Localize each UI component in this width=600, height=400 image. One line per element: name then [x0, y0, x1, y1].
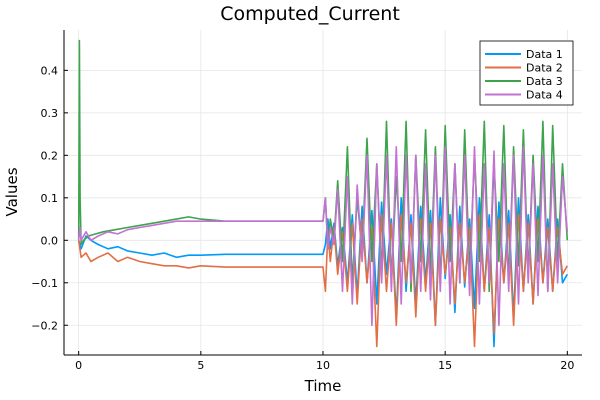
y-ticks: −0.2 −0.1 0.0 0.1 0.2 0.3 0.4: [31, 64, 68, 332]
legend-label-data-4: Data 4: [526, 89, 563, 102]
y-tick-label: −0.1: [31, 277, 58, 290]
x-axis-label: Time: [304, 377, 342, 395]
y-tick-label: −0.2: [31, 319, 58, 332]
x-tick-label: 5: [197, 359, 204, 372]
grid: [64, 30, 582, 355]
legend-label-data-1: Data 1: [526, 48, 563, 61]
y-tick-label: 0.1: [41, 192, 59, 205]
chart-title: Computed_Current: [220, 3, 400, 25]
legend-label-data-3: Data 3: [526, 75, 563, 88]
x-tick-label: 10: [316, 359, 330, 372]
y-tick-label: 0.2: [41, 149, 59, 162]
x-ticks: 0 5 10 15 20: [75, 351, 574, 372]
series-line-data-4: [77, 146, 569, 327]
y-tick-label: 0.4: [41, 64, 59, 77]
y-axis-label: Values: [3, 167, 21, 216]
y-tick-label: 0.0: [41, 234, 59, 247]
legend-label-data-2: Data 2: [526, 62, 563, 75]
x-tick-label: 0: [75, 359, 82, 372]
y-tick-label: 0.3: [41, 107, 59, 120]
plot-area: [77, 39, 569, 348]
x-tick-label: 20: [560, 359, 574, 372]
x-tick-label: 15: [438, 359, 452, 372]
